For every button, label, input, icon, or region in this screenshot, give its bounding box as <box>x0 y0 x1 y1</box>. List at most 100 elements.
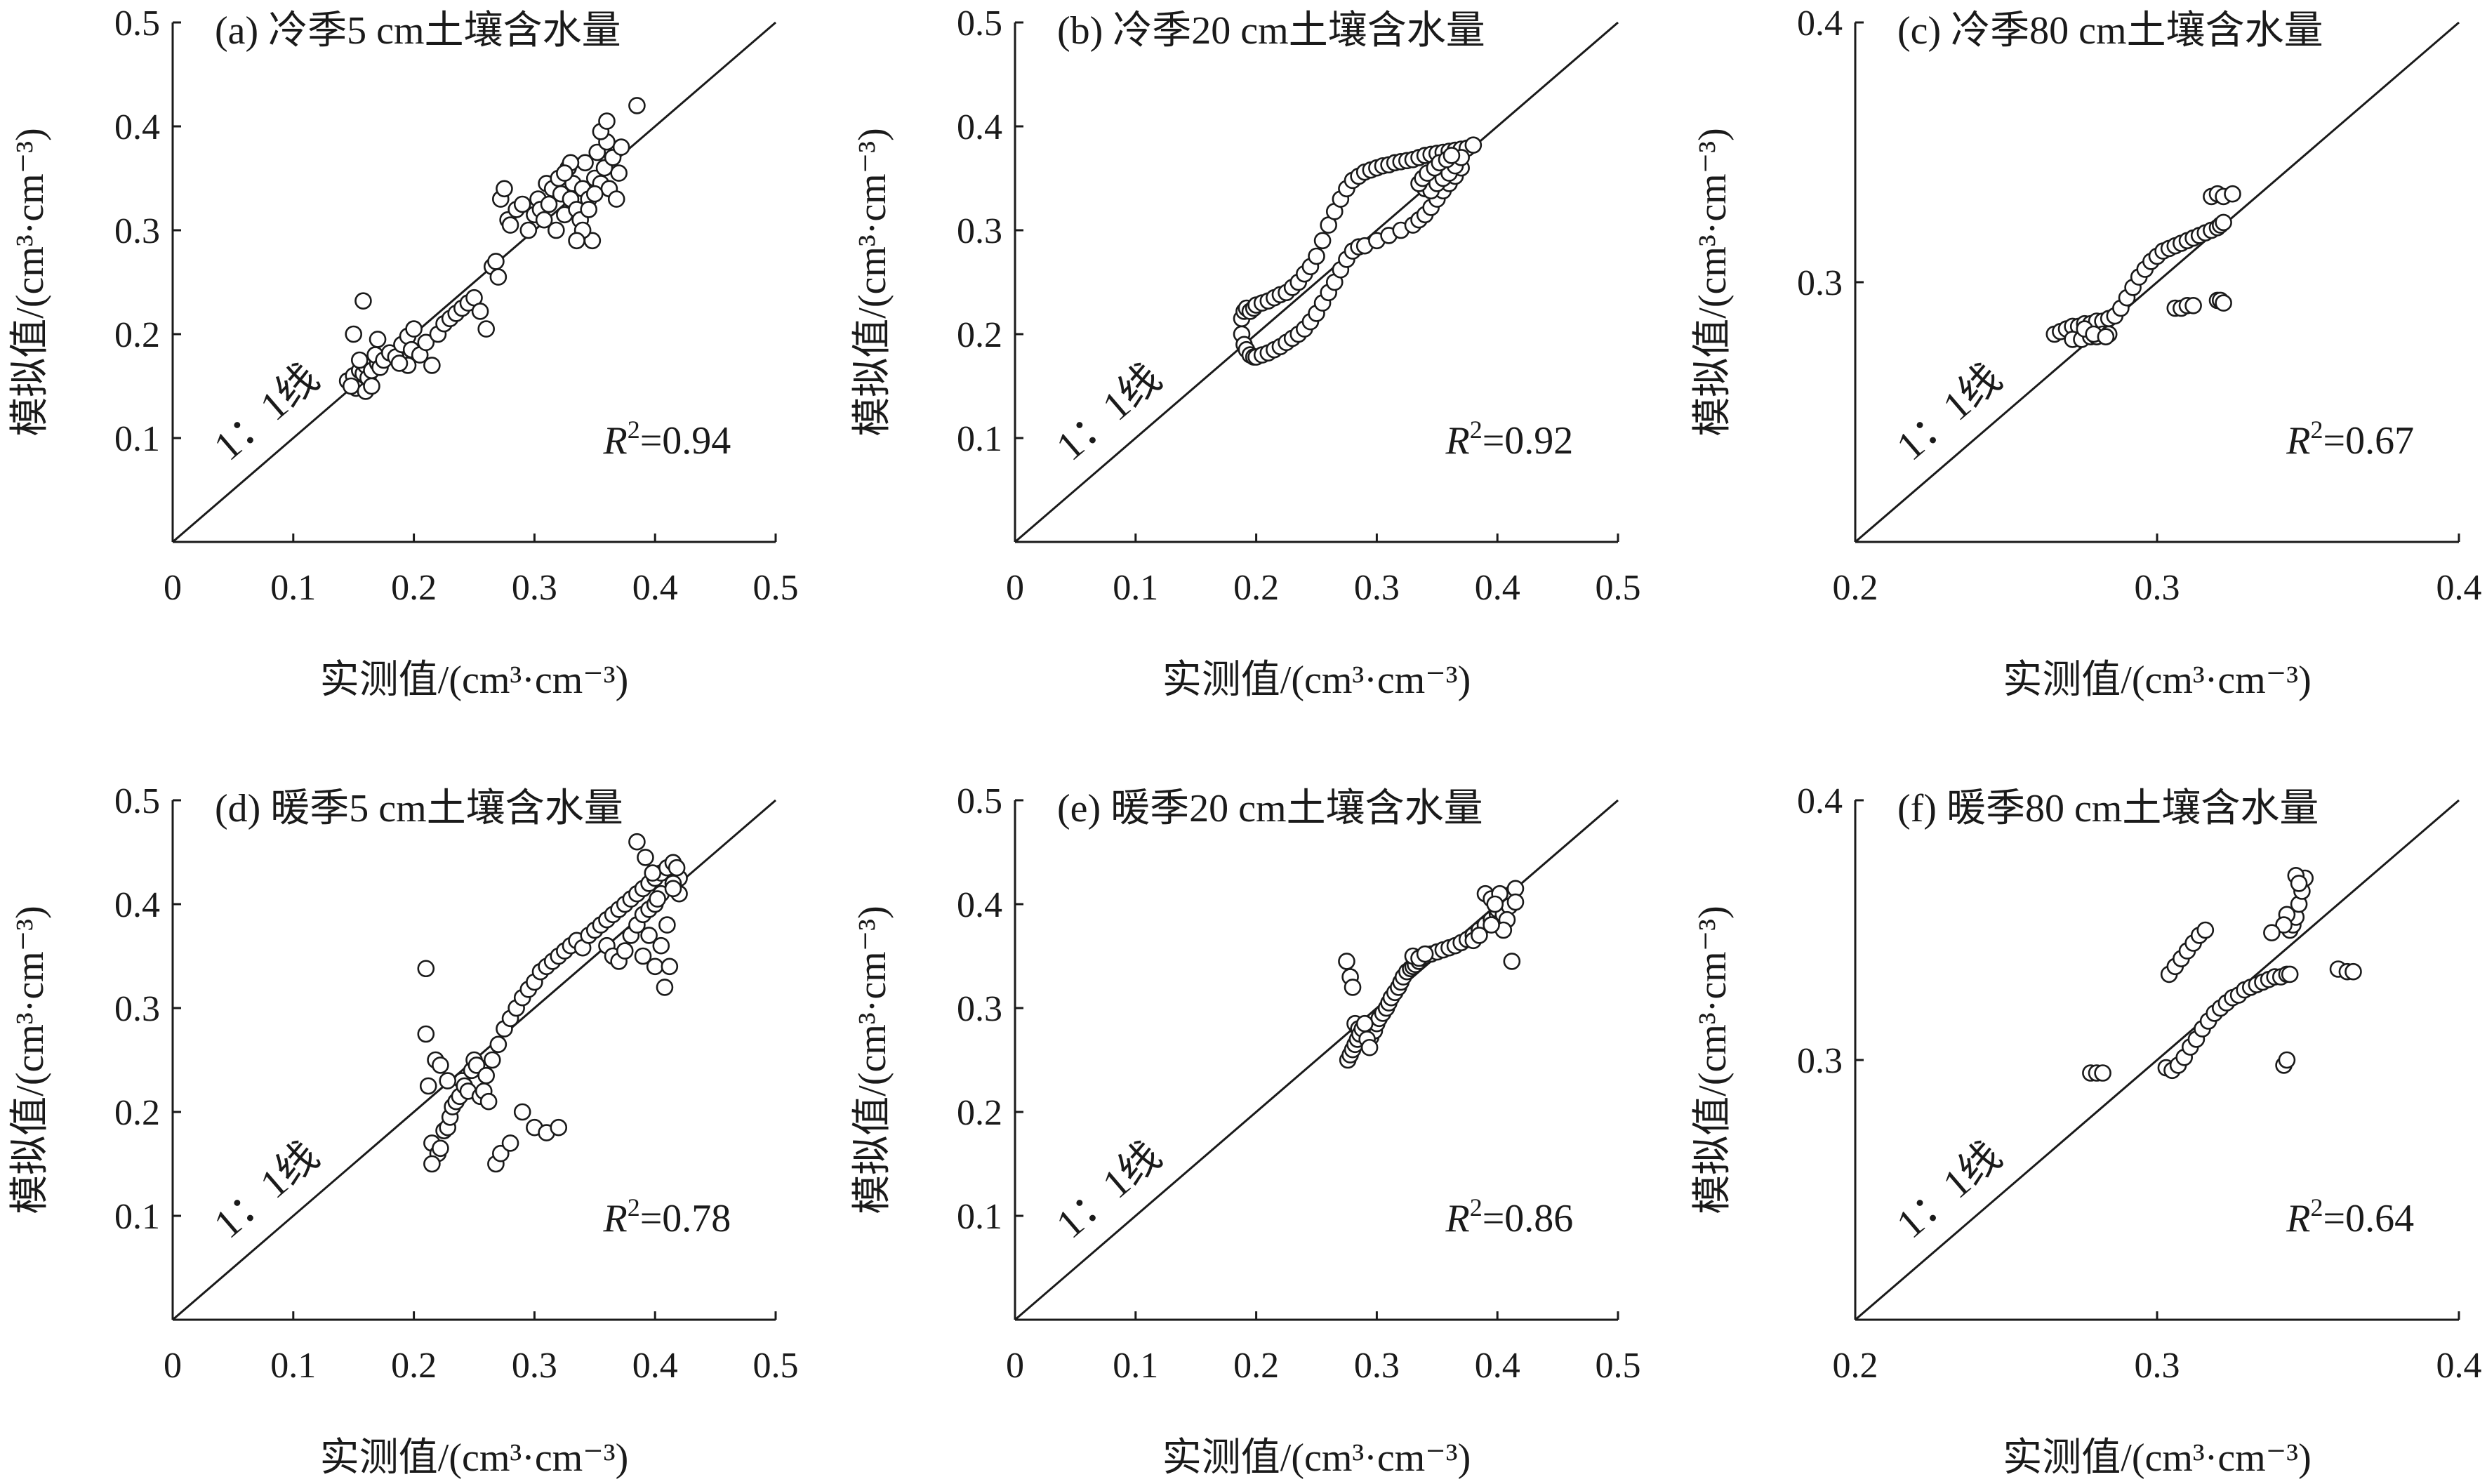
data-point <box>489 268 508 286</box>
data-point <box>1506 893 1525 911</box>
data-point <box>612 138 630 156</box>
r-squared-label: R2=0.67 <box>2286 416 2414 463</box>
data-point <box>568 232 585 250</box>
x-tick-label: 0.4 <box>2436 1346 2482 1386</box>
r-squared-superscript: 2 <box>1470 1193 1483 1221</box>
chart-panel: 0.2 0.3 0.4 0.3 0.4 (f) 暖季80 cm土壤含水量 1：1线 R2=0.… <box>1691 781 2482 1480</box>
data-point <box>585 185 604 203</box>
y-tick-label: 0.3 <box>1797 1041 1843 1081</box>
r-squared-label: R2=0.86 <box>1445 1193 1573 1240</box>
x-tick-label: 0.4 <box>1475 1346 1520 1386</box>
x-tick-label: 0.3 <box>2135 1346 2180 1386</box>
y-axis-title: 模拟值/(cm³·cm⁻³) <box>8 128 52 436</box>
data-point <box>661 958 679 976</box>
data-point <box>646 958 664 976</box>
data-point <box>628 833 646 851</box>
x-axis-title: 实测值/(cm³·cm⁻³) <box>2003 658 2311 702</box>
panel-title: (e) 暖季20 cm土壤含水量 <box>1057 787 1483 830</box>
one-to-one-label: 1：1线 <box>205 355 327 470</box>
data-point <box>2275 916 2293 934</box>
data-point <box>390 355 409 372</box>
data-point <box>405 320 423 338</box>
r-squared-value: =0.78 <box>640 1197 731 1240</box>
x-tick-label: 0.4 <box>1475 568 1520 608</box>
y-tick-label: 0.3 <box>114 989 160 1029</box>
y-tick-label: 0.3 <box>1797 263 1843 303</box>
data-point <box>501 1134 519 1152</box>
data-point <box>1338 953 1355 970</box>
y-tick-label: 0.5 <box>114 4 160 44</box>
y-axis-title: 模拟值/(cm³·cm⁻³) <box>1691 128 1735 436</box>
r-squared-label: R2=0.78 <box>602 1193 731 1240</box>
x-tick-label: 0.3 <box>1354 1346 1400 1386</box>
x-tick-label: 0.2 <box>391 1346 437 1386</box>
x-tick-label: 0.3 <box>1354 568 1400 608</box>
data-point <box>2094 1064 2111 1082</box>
data-point <box>2184 296 2202 314</box>
r-squared-symbol: R <box>1445 419 1469 463</box>
r-squared-symbol: R <box>2286 1197 2310 1240</box>
panel-title: (b) 冷季20 cm土壤含水量 <box>1057 9 1485 53</box>
y-tick-label: 0.5 <box>114 781 160 821</box>
one-to-one-line <box>1855 21 2460 543</box>
chart-panel: 0 0.1 0.2 0.3 0.4 0.5 0.1 0.2 0.3 0.4 0.5 (e) 暖季20 … <box>851 781 1641 1480</box>
data-point <box>501 216 519 234</box>
r-squared-value: =0.86 <box>1483 1197 1574 1240</box>
data-point <box>1313 232 1332 250</box>
data-point <box>2097 328 2115 346</box>
r-squared-label: R2=0.92 <box>1445 416 1573 463</box>
data-point <box>664 880 682 898</box>
data-point <box>477 1066 495 1085</box>
x-tick-label: 0.4 <box>632 568 678 608</box>
data-point <box>483 1051 501 1069</box>
data-point <box>1471 927 1488 944</box>
one-to-one-label: 1：1线 <box>1888 355 2010 470</box>
data-point <box>656 979 674 996</box>
data-point <box>1344 979 1362 996</box>
data-point <box>556 164 573 182</box>
data-point <box>439 1072 457 1089</box>
y-tick-label: 0.5 <box>957 781 1002 821</box>
y-tick-label: 0.3 <box>114 211 160 251</box>
r-squared-value: =0.67 <box>2323 419 2415 463</box>
data-point <box>342 377 360 395</box>
chart-panel: 0 0.1 0.2 0.3 0.4 0.5 0.1 0.2 0.3 0.4 0.5 (d) 暖季5 c… <box>8 781 799 1480</box>
panel-title: (d) 暖季5 cm土壤含水量 <box>215 787 623 830</box>
data-point <box>477 320 495 338</box>
data-point <box>432 1139 449 1158</box>
x-tick-label: 0.2 <box>1233 1346 1279 1386</box>
data-point <box>513 195 531 213</box>
data-point <box>369 331 387 348</box>
one-to-one-line <box>1014 799 1619 1321</box>
data-point <box>471 303 489 320</box>
y-tick-label: 0.4 <box>957 885 1002 925</box>
y-axis-title: 模拟值/(cm³·cm⁻³) <box>8 906 52 1214</box>
data-point <box>363 377 380 395</box>
data-point <box>1360 1038 1379 1056</box>
data-point <box>580 201 598 218</box>
x-tick-label: 0.5 <box>1596 1346 1641 1386</box>
data-point <box>588 143 606 161</box>
x-axis-title: 实测值/(cm³·cm⁻³) <box>2003 1436 2311 1480</box>
data-point <box>487 253 505 270</box>
data-point <box>417 960 435 978</box>
y-tick-label: 0.2 <box>957 1093 1002 1133</box>
one-to-one-label: 1：1线 <box>1047 1133 1169 1247</box>
data-point <box>345 325 363 343</box>
y-tick-label: 0.5 <box>957 4 1002 44</box>
data-point <box>1308 247 1325 265</box>
data-point <box>519 221 538 239</box>
data-point <box>417 1025 435 1043</box>
data-point <box>423 1155 441 1173</box>
data-point <box>607 190 625 208</box>
data-point <box>644 864 662 882</box>
data-point <box>479 1092 498 1111</box>
panel-title: (a) 冷季5 cm土壤含水量 <box>215 9 621 53</box>
data-point <box>658 916 676 934</box>
data-point <box>637 849 654 866</box>
data-point <box>417 333 435 352</box>
y-tick-label: 0.4 <box>1797 4 1843 44</box>
x-tick-label: 0.4 <box>2436 568 2482 608</box>
x-tick-label: 0 <box>164 1346 182 1386</box>
data-point <box>550 1118 568 1137</box>
